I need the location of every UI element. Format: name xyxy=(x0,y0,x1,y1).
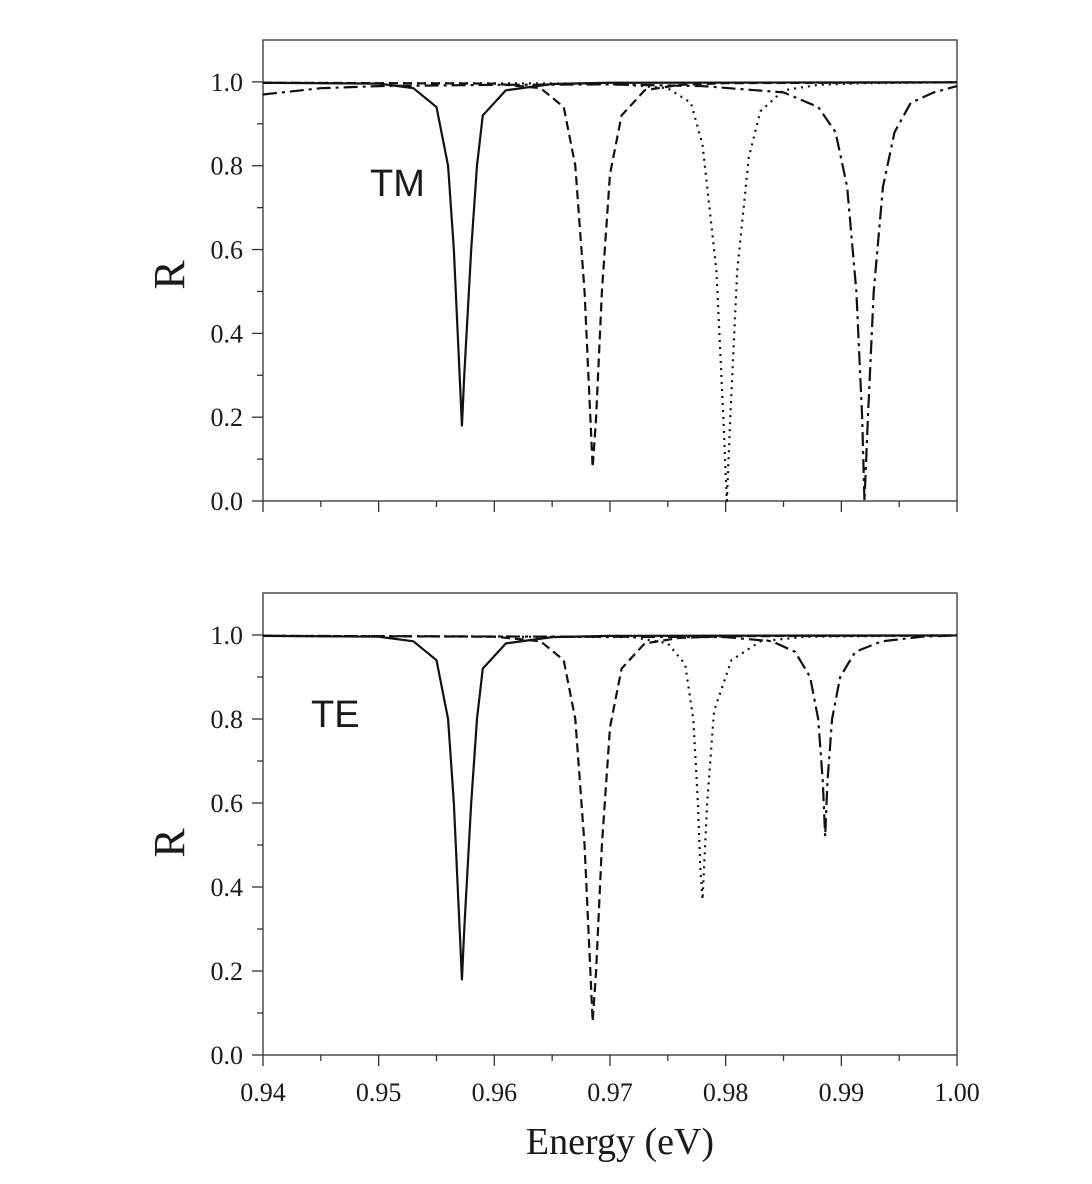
te-x-tick-label: 0.95 xyxy=(356,1078,402,1107)
tm-y-tick-label: 0.6 xyxy=(211,236,244,265)
tm-curves xyxy=(262,81,958,503)
tm-plot-frame xyxy=(262,39,958,502)
te-curve-dash-dot xyxy=(262,634,958,838)
tm-y-tick-label: 0.0 xyxy=(211,487,244,516)
tm-y-tick-label: 0.8 xyxy=(211,152,244,181)
tm-curve-dotted xyxy=(262,81,958,503)
te-y-tick-label: 0.8 xyxy=(211,705,244,734)
te-y-axis-label: R xyxy=(145,828,194,858)
x-axis-label: Energy (eV) xyxy=(526,1121,714,1163)
te-panel: 0.94 0.95 0.96 0.97 0.98 0.99 1.00 0.0 0.2 0.4 0.6… xyxy=(145,592,980,1163)
te-plot-frame xyxy=(262,592,958,1056)
te-y-tick-label: 0.6 xyxy=(211,789,244,818)
tm-panel-label: TM xyxy=(370,163,425,205)
te-y-tick-label: 0.4 xyxy=(211,873,244,902)
tm-curve-dash-dot xyxy=(262,83,958,503)
tm-curve-dashed xyxy=(262,81,958,469)
te-curve-solid xyxy=(262,634,958,981)
tm-panel: 0.0 0.2 0.4 0.6 0.8 1.0 R TM xyxy=(145,39,958,516)
te-panel-label: TE xyxy=(311,694,360,736)
te-x-tick-label: 0.96 xyxy=(472,1078,518,1107)
te-x-tick-label: 0.97 xyxy=(587,1078,633,1107)
te-x-tick-label: 1.00 xyxy=(934,1078,980,1107)
te-y-tick-label: 0.0 xyxy=(211,1041,244,1070)
tm-y-axis-label: R xyxy=(145,260,194,290)
tm-ticks: 0.0 0.2 0.4 0.6 0.8 1.0 xyxy=(211,68,958,516)
te-curves xyxy=(262,634,958,1023)
te-x-tick-label: 0.98 xyxy=(703,1078,749,1107)
te-curve-dashed xyxy=(262,634,958,1023)
te-y-tick-label: 1.0 xyxy=(211,621,244,650)
te-x-tick-label: 0.99 xyxy=(819,1078,865,1107)
te-x-tick-label: 0.94 xyxy=(240,1078,286,1107)
tm-y-tick-label: 0.2 xyxy=(211,403,244,432)
te-ticks: 0.94 0.95 0.96 0.97 0.98 0.99 1.00 0.0 0.2 0.4 0.6… xyxy=(211,621,980,1107)
tm-y-tick-label: 1.0 xyxy=(211,68,244,97)
te-curve-dotted xyxy=(262,634,958,901)
tm-y-tick-label: 0.4 xyxy=(211,319,244,348)
te-y-tick-label: 0.2 xyxy=(211,957,244,986)
